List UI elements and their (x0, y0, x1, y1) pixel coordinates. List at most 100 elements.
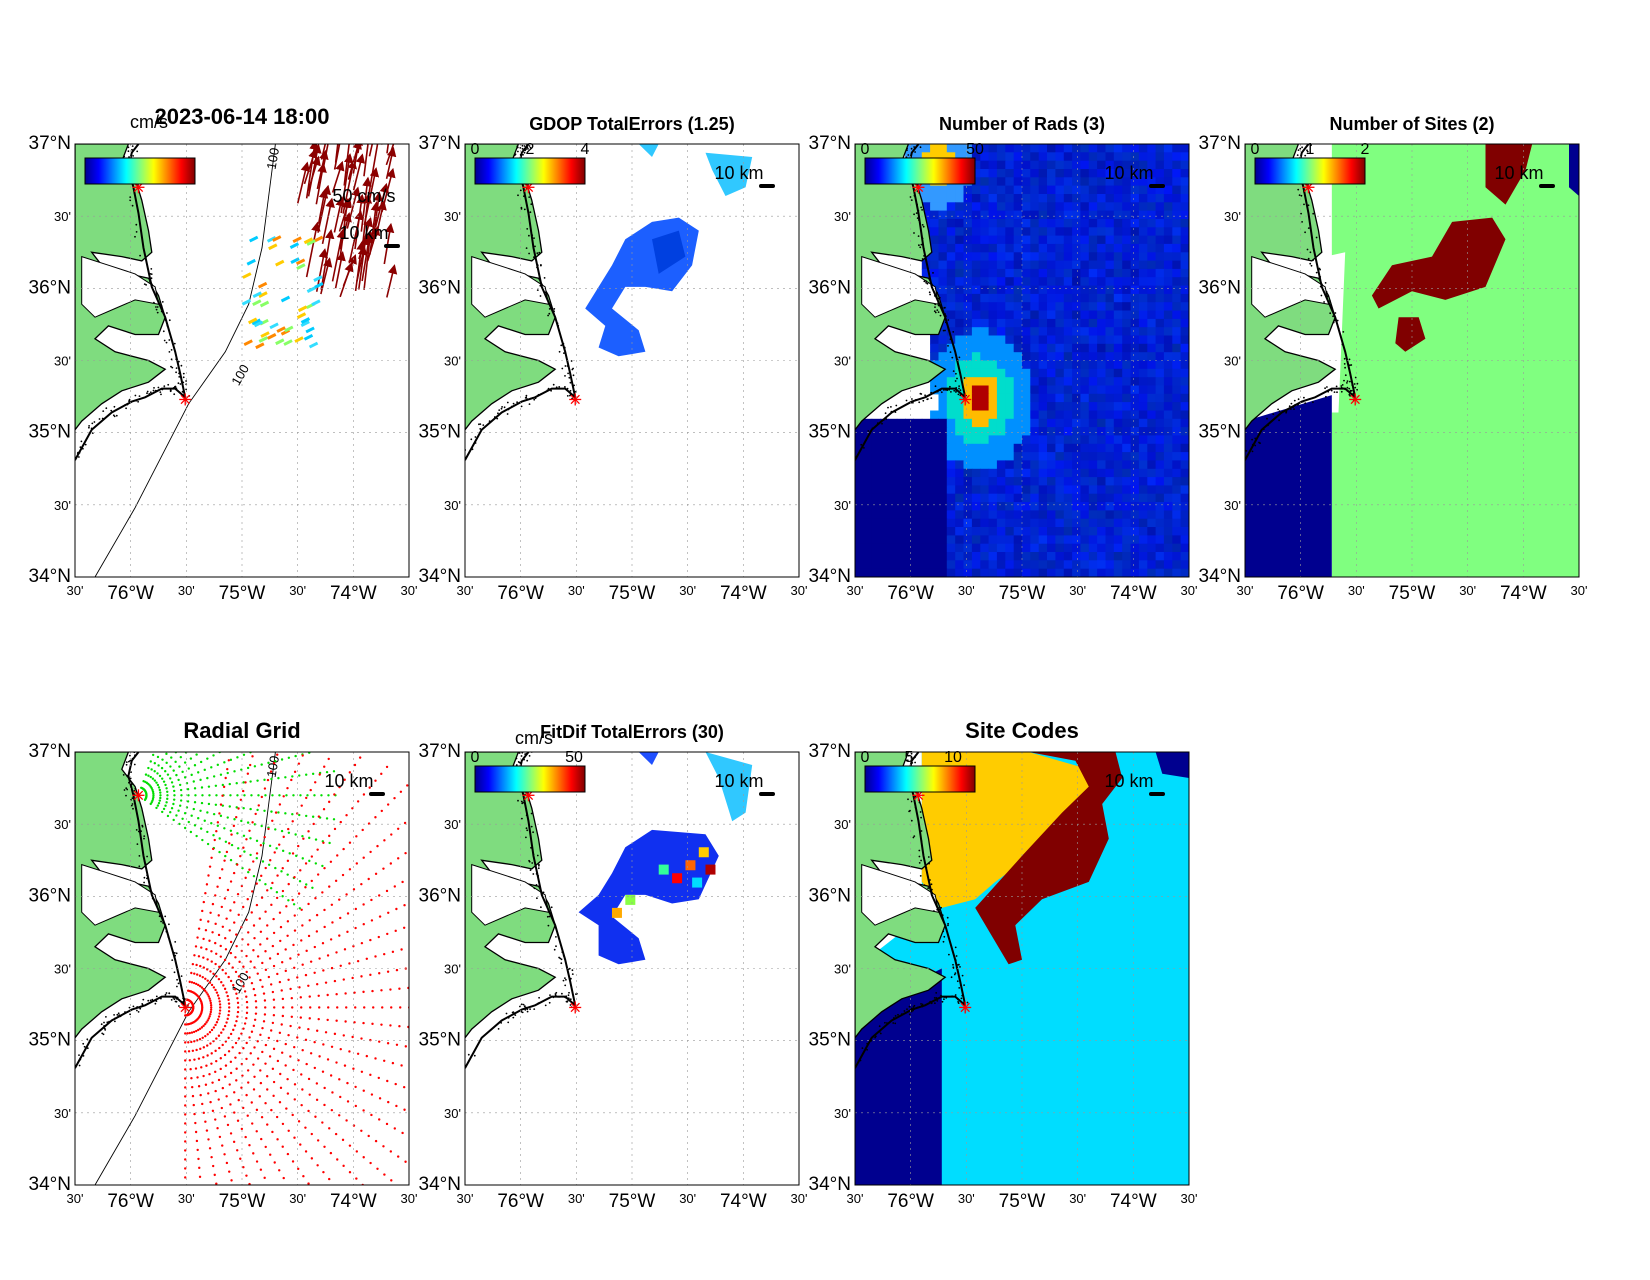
rads-cell (964, 569, 973, 578)
lon-tick-label: 30' (401, 583, 418, 598)
rads-cell (1022, 569, 1031, 578)
radial-grid-point (276, 697, 278, 699)
rads-cell (888, 560, 897, 569)
rads-cell (863, 569, 872, 578)
island-dot (171, 367, 173, 369)
island-dot (1300, 213, 1302, 215)
rads-cell (1097, 219, 1106, 228)
rads-cell (1131, 361, 1140, 370)
radial-grid-point (242, 700, 244, 702)
rads-cell (964, 286, 973, 295)
radial-grid-point (173, 741, 175, 743)
radial-grid-point (208, 995, 210, 997)
radial-grid-point (196, 1140, 198, 1142)
rads-cell (1139, 560, 1148, 569)
island-dot (155, 306, 157, 308)
island-dot (528, 253, 530, 255)
rads-cell (1072, 544, 1081, 553)
rads-cell (1055, 569, 1064, 578)
radial-grid-point (340, 1048, 342, 1050)
rads-cell (1080, 302, 1089, 311)
rads-cell (1164, 394, 1173, 403)
radial-grid-point (383, 1060, 385, 1062)
island-dot (880, 1033, 882, 1035)
radial-grid-point (218, 978, 220, 980)
rads-cell (1156, 419, 1165, 428)
radial-grid-point (246, 1006, 248, 1008)
radial-grid-point (293, 1136, 295, 1138)
radial-grid-point (228, 1253, 230, 1255)
radial-grid-point (218, 914, 220, 916)
island-dot (517, 151, 519, 153)
rads-cell (1055, 494, 1064, 503)
rads-cell (1156, 152, 1165, 161)
rads-cell (1047, 227, 1056, 236)
radial-grid-point (280, 926, 282, 928)
radial-grid-point (191, 1031, 193, 1033)
radial-grid-point (291, 1006, 293, 1008)
lon-tick-label: 76°W (1277, 583, 1324, 604)
island-dot (536, 884, 538, 886)
rads-cell (955, 519, 964, 528)
radial-grid-point (202, 1037, 204, 1039)
rads-cell (1064, 435, 1073, 444)
radial-grid-point (347, 912, 349, 914)
radial-grid-point (413, 1047, 415, 1049)
island-dot (147, 391, 149, 393)
rads-cell (1022, 294, 1031, 303)
rads-cell (1172, 535, 1181, 544)
rads-cell (1122, 202, 1131, 211)
radial-grid-point (276, 897, 278, 899)
rads-cell (939, 435, 948, 444)
rads-cell (922, 494, 931, 503)
rads-cell (1072, 460, 1081, 469)
radial-grid-point (201, 786, 203, 788)
radial-grid-point (206, 958, 208, 960)
rads-cell (939, 552, 948, 561)
rads-cell (955, 294, 964, 303)
radial-grid-point (263, 836, 265, 838)
rads-cell (1147, 227, 1156, 236)
lat-tick-label: 30' (834, 962, 851, 977)
rads-cell (947, 569, 956, 578)
radial-grid-point (224, 625, 226, 627)
rads-cell (930, 452, 939, 461)
island-dot (137, 843, 139, 845)
rads-cell (997, 319, 1006, 328)
rads-cell (930, 569, 939, 578)
rads-cell (888, 510, 897, 519)
radial-grid-point (393, 1216, 395, 1218)
radial-grid-point (378, 1118, 380, 1120)
rads-cell (1089, 294, 1098, 303)
rads-cell (989, 227, 998, 236)
rads-cell (1089, 460, 1098, 469)
radial-grid-point (232, 984, 234, 986)
island-dot (1304, 231, 1306, 233)
radial-grid-point (321, 724, 323, 726)
lat-tick-label: 34°N (419, 566, 461, 587)
rads-cell (980, 286, 989, 295)
island-dot (156, 309, 158, 311)
rads-cell (1014, 569, 1023, 578)
rads-cell (1055, 402, 1064, 411)
rads-cell (1014, 411, 1023, 420)
radial-grid-point (378, 894, 380, 896)
radial-grid-point (334, 1033, 336, 1035)
rads-cell (955, 560, 964, 569)
rads-cell (997, 469, 1006, 478)
island-dot (136, 829, 138, 831)
rads-cell (1064, 152, 1073, 161)
island-dot (1308, 227, 1310, 229)
radial-grid-point (225, 1064, 227, 1066)
rads-cell (964, 219, 973, 228)
radial-grid-point (259, 1095, 261, 1097)
rads-cell (1047, 419, 1056, 428)
lon-tick-label: 30' (791, 1191, 808, 1206)
rads-cell (1014, 152, 1023, 161)
rads-cell (997, 236, 1006, 245)
radial-grid-point (363, 1219, 365, 1221)
rads-cell (997, 386, 1006, 395)
rads-cell (1156, 552, 1165, 561)
radial-grid-point (215, 975, 217, 977)
rads-cell (1055, 527, 1064, 536)
